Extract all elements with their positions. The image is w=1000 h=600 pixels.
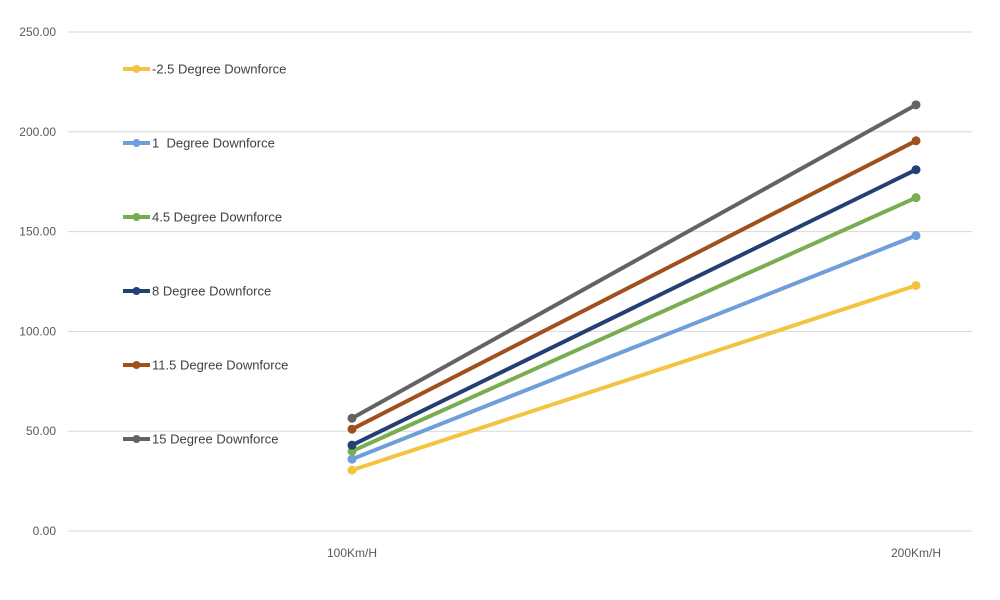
legend: -2.5 Degree Downforce 1 Degree Downforce 4… xyxy=(123,62,288,447)
y-tick-label: 250.00 xyxy=(19,25,56,39)
series-2 xyxy=(347,231,921,464)
legend-item: 15 Degree Downforce xyxy=(123,432,278,447)
data-point xyxy=(347,440,357,450)
legend-item: 11.5 Degree Downforce xyxy=(123,358,288,373)
legend-item: 1 Degree Downforce xyxy=(123,136,275,151)
data-point xyxy=(911,231,921,241)
legend-swatch-marker xyxy=(132,213,141,221)
legend-swatch-marker xyxy=(132,139,141,147)
legend-swatch-marker xyxy=(132,65,141,73)
x-tick-label: 100Km/H xyxy=(327,546,377,560)
data-point xyxy=(911,100,921,110)
series-line xyxy=(350,195,918,454)
series-line xyxy=(350,102,918,421)
data-point xyxy=(911,193,921,203)
series-3 xyxy=(347,193,921,456)
y-tick-label: 100.00 xyxy=(19,324,56,338)
y-tick-label: 200.00 xyxy=(19,125,56,139)
legend-item: 4.5 Degree Downforce xyxy=(123,210,282,225)
data-point xyxy=(911,136,921,146)
legend-label: 8 Degree Downforce xyxy=(152,284,271,299)
series-6 xyxy=(347,100,921,423)
y-tick-label: 0.00 xyxy=(33,524,57,538)
data-point xyxy=(911,280,921,290)
legend-label: 1 Degree Downforce xyxy=(152,136,275,151)
series-lines xyxy=(347,100,921,475)
legend-item: 8 Degree Downforce xyxy=(123,284,271,299)
data-point xyxy=(347,454,357,464)
series-5 xyxy=(347,136,921,434)
series-line xyxy=(350,283,918,473)
series-line xyxy=(350,167,918,448)
data-point xyxy=(347,424,357,434)
x-axis-tick-labels: 100Km/H 200Km/H xyxy=(327,546,941,560)
data-point xyxy=(911,165,921,175)
legend-label: 4.5 Degree Downforce xyxy=(152,210,282,225)
gridlines xyxy=(68,31,972,532)
y-tick-label: 150.00 xyxy=(19,225,56,239)
series-1 xyxy=(347,280,921,475)
legend-label: -2.5 Degree Downforce xyxy=(152,62,286,77)
legend-label: 15 Degree Downforce xyxy=(152,432,278,447)
data-point xyxy=(347,465,357,475)
series-4 xyxy=(347,165,921,450)
legend-swatch-marker xyxy=(132,287,141,295)
series-line xyxy=(350,233,918,462)
y-tick-label: 50.00 xyxy=(26,424,56,438)
y-axis-tick-labels: 0.00 50.00 100.00 150.00 200.00 250.00 xyxy=(19,25,56,538)
legend-swatch-marker xyxy=(132,435,141,443)
legend-label: 11.5 Degree Downforce xyxy=(152,358,288,373)
legend-swatch-marker xyxy=(132,361,141,369)
legend-item: -2.5 Degree Downforce xyxy=(123,62,286,77)
series-line xyxy=(350,138,918,432)
x-tick-label: 200Km/H xyxy=(891,546,941,560)
data-point xyxy=(347,413,357,423)
